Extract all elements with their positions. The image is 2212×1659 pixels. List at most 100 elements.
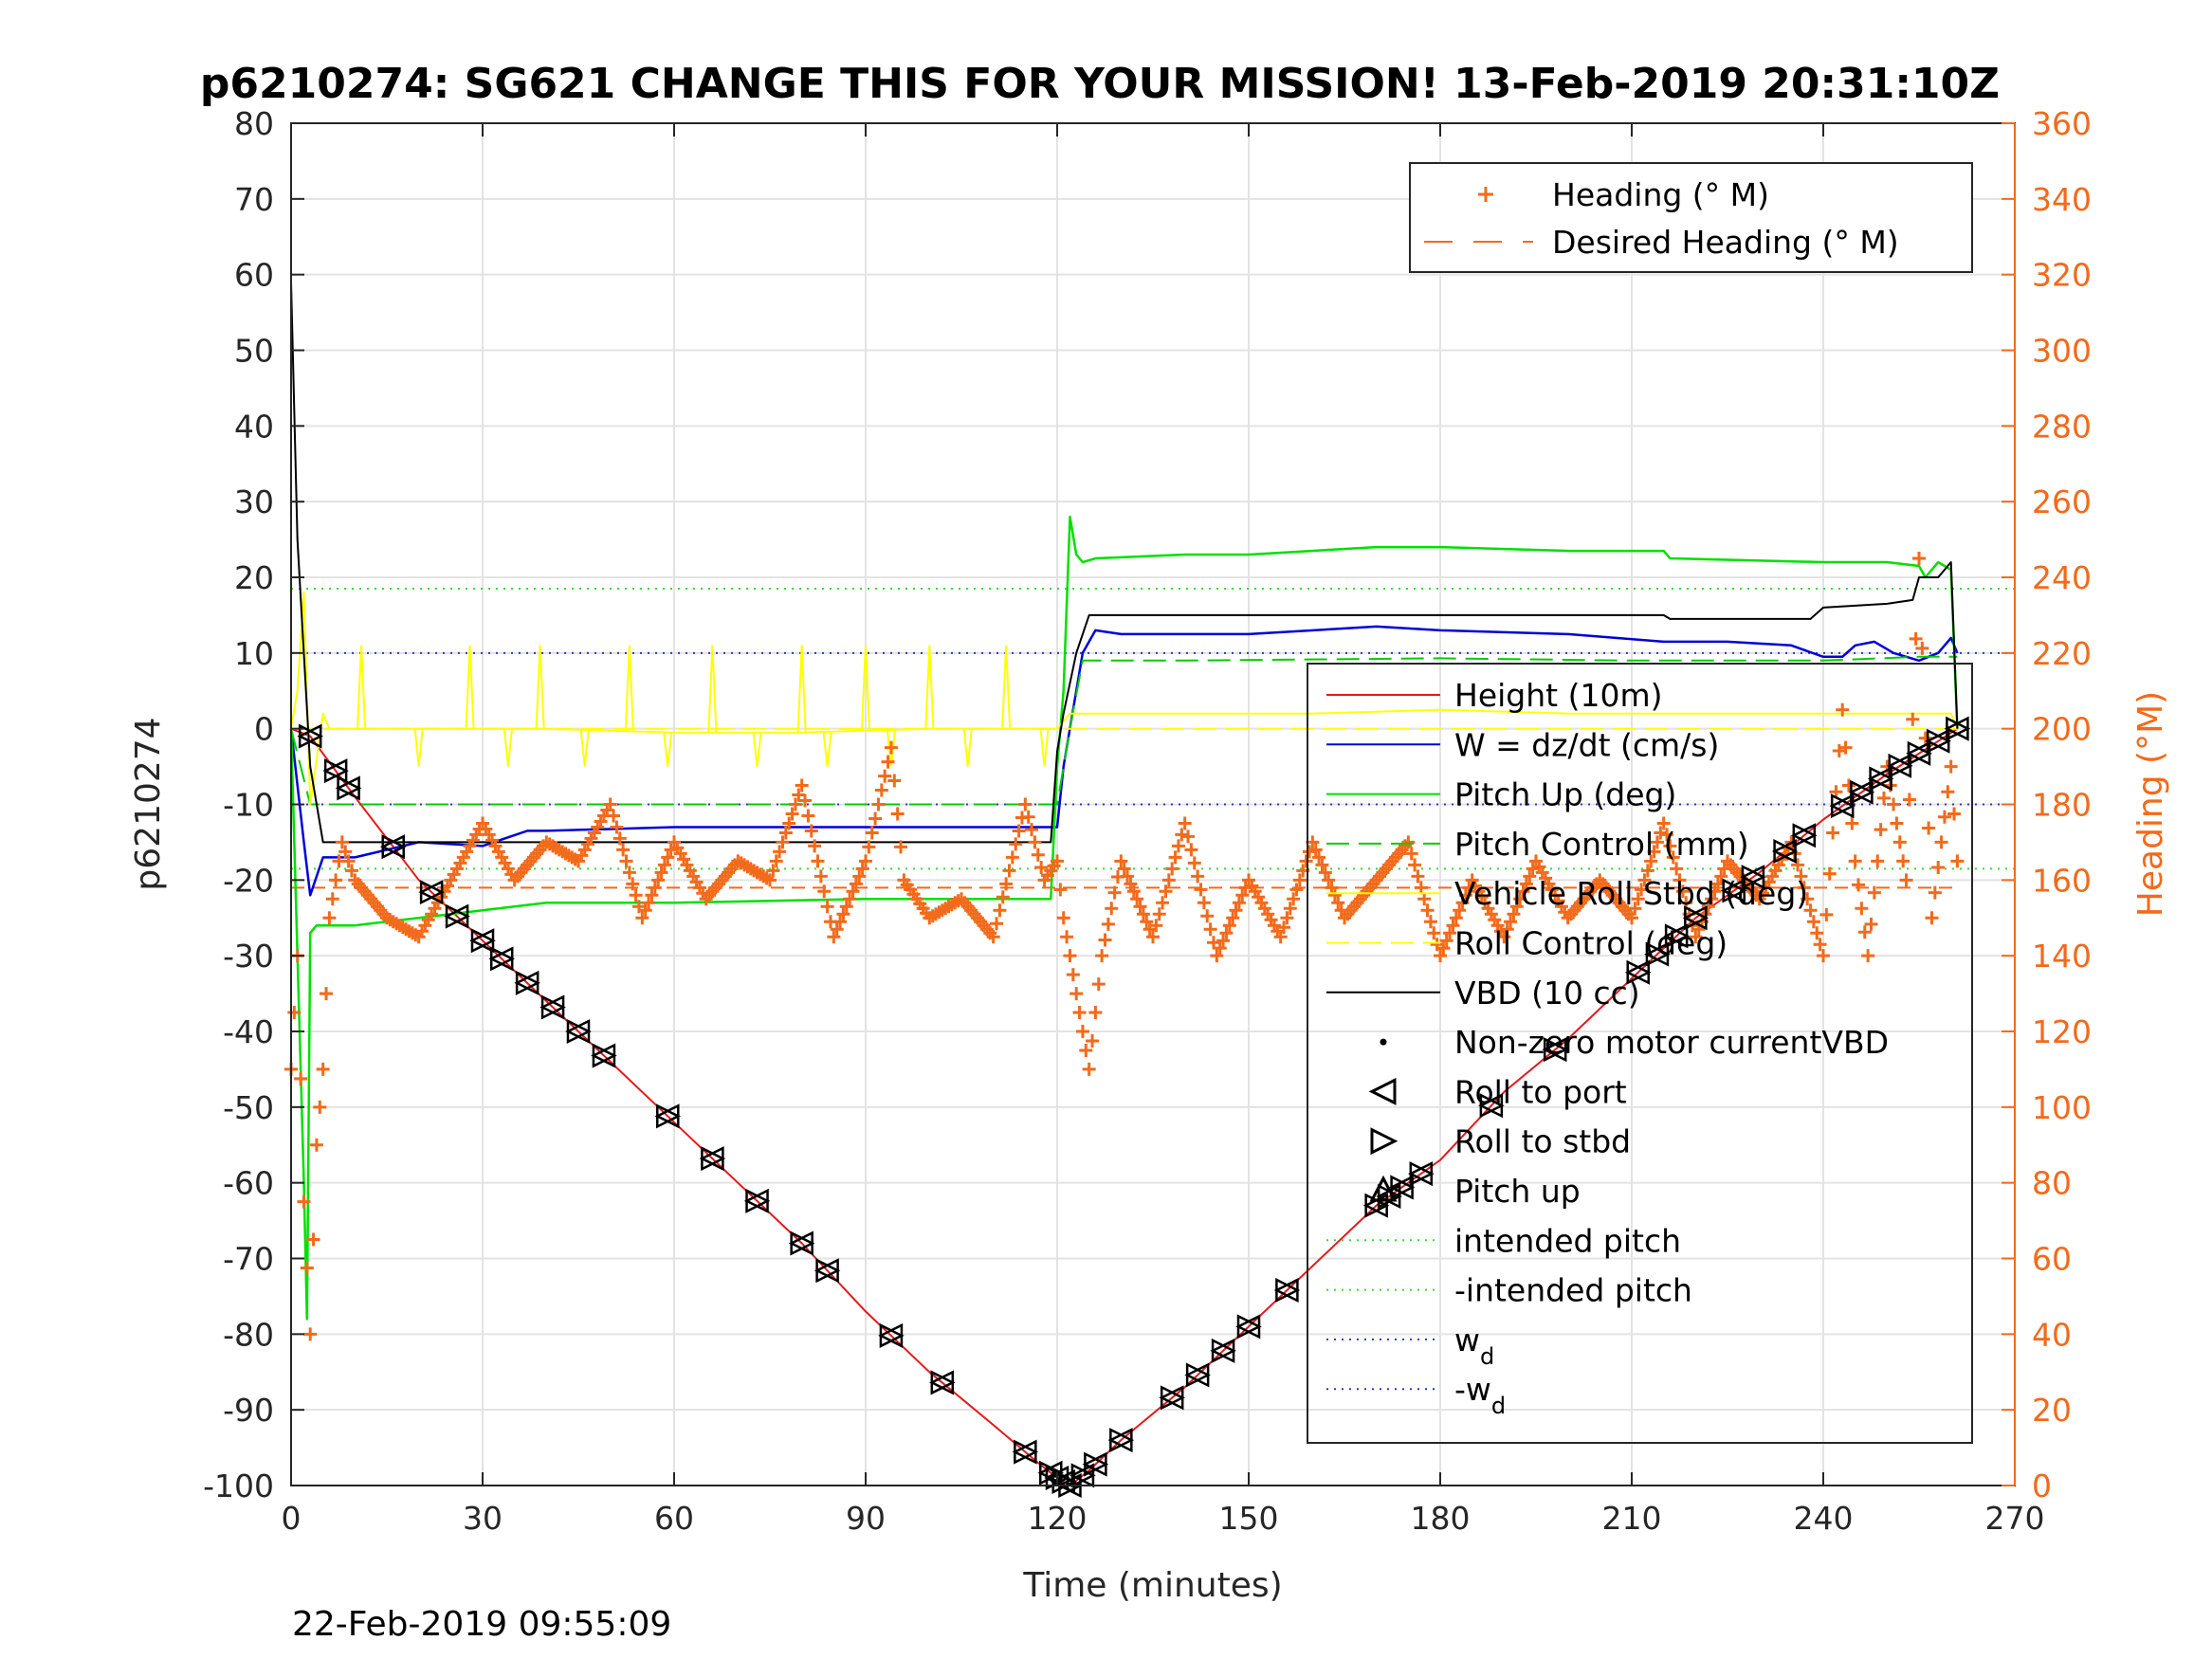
- heading-point: [1411, 869, 1425, 884]
- legend-label: Heading (° M): [1552, 176, 1769, 213]
- series-layer: [284, 282, 1965, 1486]
- heading-point: [1519, 877, 1533, 891]
- heading-point: [1660, 828, 1674, 842]
- heading-point: [1845, 816, 1859, 830]
- legend-label-main: Pitch Up (deg): [1454, 776, 1676, 813]
- heading-point: [1497, 930, 1511, 944]
- heading-point: [1689, 930, 1703, 944]
- legend-label-main: Height (10m): [1454, 677, 1662, 714]
- marker-roll-stbd: [1275, 1278, 1301, 1304]
- heading-point: [855, 862, 869, 876]
- marker-roll-stbd: [381, 834, 407, 860]
- heading-point: [664, 843, 678, 857]
- heading-point: [1509, 900, 1524, 914]
- heading-point: [1124, 877, 1138, 891]
- heading-point: [839, 900, 853, 914]
- heading-point: [769, 854, 783, 868]
- heading-point: [626, 877, 640, 891]
- heading-point: [1628, 902, 1642, 916]
- marker-roll-stbd: [540, 994, 566, 1020]
- heading-point: [603, 797, 617, 811]
- heading-point: [798, 793, 813, 808]
- legend-label-main: Non-zero motor currentVBD: [1454, 1024, 1889, 1061]
- heading-point: [320, 987, 334, 1001]
- legend-swatch: [1380, 1038, 1387, 1046]
- marker-roll-stbd: [1645, 941, 1671, 967]
- heading-point: [878, 769, 892, 783]
- legend-label-subscript: d: [1480, 1343, 1494, 1370]
- heading-point: [1194, 883, 1208, 897]
- heading-point: [1656, 816, 1671, 830]
- heading-point: [1161, 873, 1176, 887]
- roll-spike: [796, 645, 807, 733]
- marker-roll-stbd: [790, 1231, 815, 1256]
- heading-point: [1523, 869, 1537, 884]
- heading-point: [642, 896, 656, 910]
- marker-roll-stbd: [1722, 878, 1747, 903]
- heading-point: [1673, 873, 1687, 887]
- y-tick-label-right: 140: [2032, 938, 2092, 975]
- heading-point: [763, 873, 777, 887]
- heading-point: [801, 809, 815, 823]
- heading-point: [1876, 791, 1891, 805]
- y-tick-label-right: 200: [2032, 711, 2092, 748]
- heading-point: [1152, 907, 1166, 921]
- heading-point: [890, 807, 905, 821]
- roll-spike: [1039, 728, 1050, 767]
- legend-label: Roll Control (deg): [1454, 925, 1728, 962]
- heading-point: [1203, 922, 1217, 937]
- legend-label: W = dz/dt (cm/s): [1454, 726, 1719, 763]
- legend-main: Height (10m) W = dz/dt (cm/s) Pitch Up (de…: [1307, 663, 1973, 1444]
- roll-spike: [924, 645, 935, 729]
- heading-point: [303, 1327, 318, 1341]
- heading-point: [1635, 883, 1649, 897]
- heading-point: [1401, 835, 1416, 849]
- y-tick-label-left: 10: [234, 635, 274, 672]
- marker-roll-stbd: [489, 946, 515, 972]
- heading-point: [773, 845, 787, 859]
- heading-point: [1922, 821, 1936, 835]
- heading-point: [862, 840, 876, 854]
- marker-roll-stbd: [1185, 1362, 1211, 1388]
- legend-label: Desired Heading (° M): [1552, 224, 1899, 261]
- heading-point: [1928, 885, 1942, 900]
- heading-point: [1915, 641, 1929, 655]
- y-tick-label-right: 20: [2032, 1392, 2072, 1429]
- heading-point: [1229, 903, 1243, 918]
- heading-point: [993, 903, 1007, 918]
- heading-point: [1101, 917, 1115, 931]
- heading-point: [325, 892, 339, 906]
- marker-roll-stbd: [701, 1146, 726, 1172]
- heading-point: [1322, 873, 1336, 887]
- heading-point: [1791, 858, 1805, 872]
- legend-label: -wd: [1454, 1371, 1506, 1419]
- heading-point: [329, 873, 343, 887]
- legend-label-main: -intended pitch: [1454, 1272, 1692, 1309]
- heading-point: [827, 930, 841, 944]
- marker-roll-stbd: [1773, 838, 1799, 865]
- heading-point: [313, 1100, 327, 1114]
- heading-point: [999, 877, 1014, 891]
- heading-point: [804, 824, 818, 838]
- heading-point: [1819, 907, 1834, 921]
- heading-point: [306, 1232, 320, 1247]
- heading-point: [1708, 884, 1722, 899]
- legend-label-main: Roll to stbd: [1454, 1123, 1631, 1160]
- heading-point: [1072, 1006, 1087, 1020]
- heading-point: [612, 831, 627, 846]
- heading-point: [884, 740, 898, 755]
- heading-point: [1941, 785, 1955, 799]
- heading-point: [1950, 854, 1965, 868]
- heading-point: [1631, 892, 1645, 906]
- y-tick-label-right: 360: [2032, 105, 2092, 142]
- y-tick-label-left: -70: [223, 1241, 274, 1278]
- heading-point: [1701, 900, 1715, 914]
- heading-point: [859, 854, 872, 868]
- heading-point: [871, 797, 886, 811]
- roll-spike: [535, 645, 545, 729]
- heading-point: [1666, 850, 1680, 865]
- heading-point: [1931, 861, 1946, 875]
- legend-label: -intended pitch: [1454, 1272, 1692, 1309]
- heading-point: [316, 1062, 330, 1076]
- heading-point: [1315, 858, 1329, 872]
